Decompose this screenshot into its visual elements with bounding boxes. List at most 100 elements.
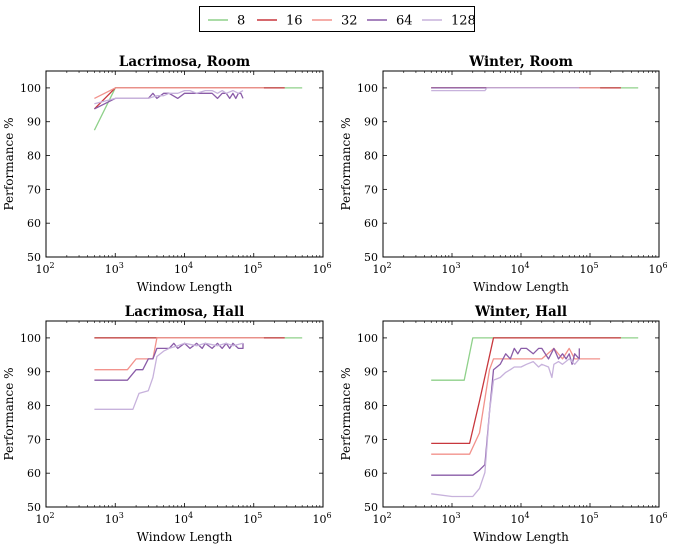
y-tick-label: 80	[27, 400, 41, 413]
y-tick-label: 70	[27, 183, 41, 196]
x-tick-label: 105	[243, 261, 262, 276]
y-tick-label: 50	[364, 501, 378, 514]
x-tick-label: 106	[312, 261, 331, 276]
y-tick-label: 60	[364, 467, 378, 480]
x-tick-label: 106	[312, 511, 331, 526]
y-tick-label: 100	[357, 82, 378, 95]
y-tick-label: 70	[364, 183, 378, 196]
series-line-32	[94, 337, 264, 371]
series-line-128	[431, 358, 580, 498]
x-tick-exponent: 2	[386, 261, 391, 270]
series-line-128	[431, 87, 580, 92]
x-tick-exponent: 5	[257, 511, 262, 520]
x-tick-exponent: 6	[326, 261, 331, 270]
x-tick-exponent: 4	[188, 511, 193, 520]
x-tick-exponent: 2	[49, 511, 54, 520]
legend-label-32: 32	[341, 14, 358, 29]
legend-label-64: 64	[396, 14, 413, 29]
x-tick-exponent: 2	[386, 511, 391, 520]
y-tick-label: 90	[27, 116, 41, 129]
x-tick-exponent: 5	[593, 261, 598, 270]
x-tick-exponent: 3	[119, 261, 124, 270]
x-tick-exponent: 4	[524, 261, 529, 270]
x-tick-exponent: 5	[257, 261, 262, 270]
x-tick-label: 105	[579, 261, 598, 276]
x-axis-label: Window Length	[137, 280, 233, 294]
x-tick-label: 106	[648, 261, 667, 276]
y-tick-label: 90	[364, 116, 378, 129]
series-line-64	[94, 92, 244, 110]
x-tick-label: 103	[441, 261, 460, 276]
y-tick-label: 70	[27, 433, 41, 446]
y-tick-label: 90	[27, 366, 41, 379]
y-tick-label: 60	[27, 467, 41, 480]
y-tick-label: 100	[357, 332, 378, 345]
series-line-16	[431, 337, 621, 445]
series-group	[431, 87, 639, 92]
series-line-8	[93, 87, 303, 131]
series-line-32	[431, 347, 601, 455]
x-tick-label: 104	[174, 261, 193, 276]
series-line-128	[94, 89, 244, 105]
x-tick-exponent: 4	[524, 511, 529, 520]
legend: 8 16 32 64 128	[199, 6, 476, 32]
x-tick-exponent: 6	[326, 511, 331, 520]
y-axis-label: Performance %	[339, 117, 353, 210]
legend-label-8: 8	[237, 14, 245, 29]
y-axis-label: Performance %	[2, 367, 16, 460]
y-axis-label: Performance %	[339, 367, 353, 460]
x-axis-label: Window Length	[473, 530, 569, 544]
series-group	[93, 87, 303, 131]
x-tick-label: 106	[648, 511, 667, 526]
x-tick-exponent: 3	[119, 511, 124, 520]
legend-label-128: 128	[451, 14, 476, 29]
x-tick-label: 104	[510, 511, 529, 526]
x-axis-label: Window Length	[473, 280, 569, 294]
panel-title: Winter, Hall	[474, 304, 567, 320]
y-tick-label: 60	[364, 217, 378, 230]
x-tick-exponent: 3	[455, 511, 460, 520]
panel-title: Lacrimosa, Room	[119, 54, 250, 70]
series-line-128	[94, 342, 244, 410]
y-tick-label: 60	[27, 217, 41, 230]
series-group	[431, 337, 639, 498]
x-tick-exponent: 6	[662, 261, 667, 270]
y-tick-label: 50	[27, 501, 41, 514]
x-tick-exponent: 2	[49, 261, 54, 270]
y-tick-label: 80	[27, 150, 41, 163]
x-tick-exponent: 3	[455, 261, 460, 270]
axes-frame	[382, 70, 660, 258]
x-tick-label: 103	[105, 261, 124, 276]
legend-label-16: 16	[286, 14, 303, 29]
y-axis-label: Performance %	[2, 117, 16, 210]
y-tick-label: 90	[364, 366, 378, 379]
series-line-64	[431, 347, 580, 476]
y-tick-label: 50	[27, 251, 41, 264]
panel-title: Lacrimosa, Hall	[125, 304, 245, 320]
axes-frame	[45, 70, 324, 258]
y-tick-label: 70	[364, 433, 378, 446]
y-tick-label: 50	[364, 251, 378, 264]
x-axis-label: Window Length	[137, 530, 233, 544]
x-tick-label: 105	[579, 511, 598, 526]
y-tick-label: 80	[364, 400, 378, 413]
x-tick-label: 104	[510, 261, 529, 276]
x-tick-label: 104	[174, 511, 193, 526]
x-tick-exponent: 5	[593, 511, 598, 520]
x-tick-label: 103	[105, 511, 124, 526]
y-tick-label: 100	[20, 82, 41, 95]
x-tick-exponent: 6	[662, 511, 667, 520]
series-group	[94, 337, 303, 410]
legend-graphic: 8 16 32 64 128	[208, 14, 476, 29]
series-line-64	[94, 342, 244, 381]
x-tick-label: 105	[243, 511, 262, 526]
y-tick-label: 80	[364, 150, 378, 163]
x-tick-label: 103	[441, 511, 460, 526]
series-line-32	[94, 87, 264, 99]
panel-title: Winter, Room	[468, 54, 573, 70]
